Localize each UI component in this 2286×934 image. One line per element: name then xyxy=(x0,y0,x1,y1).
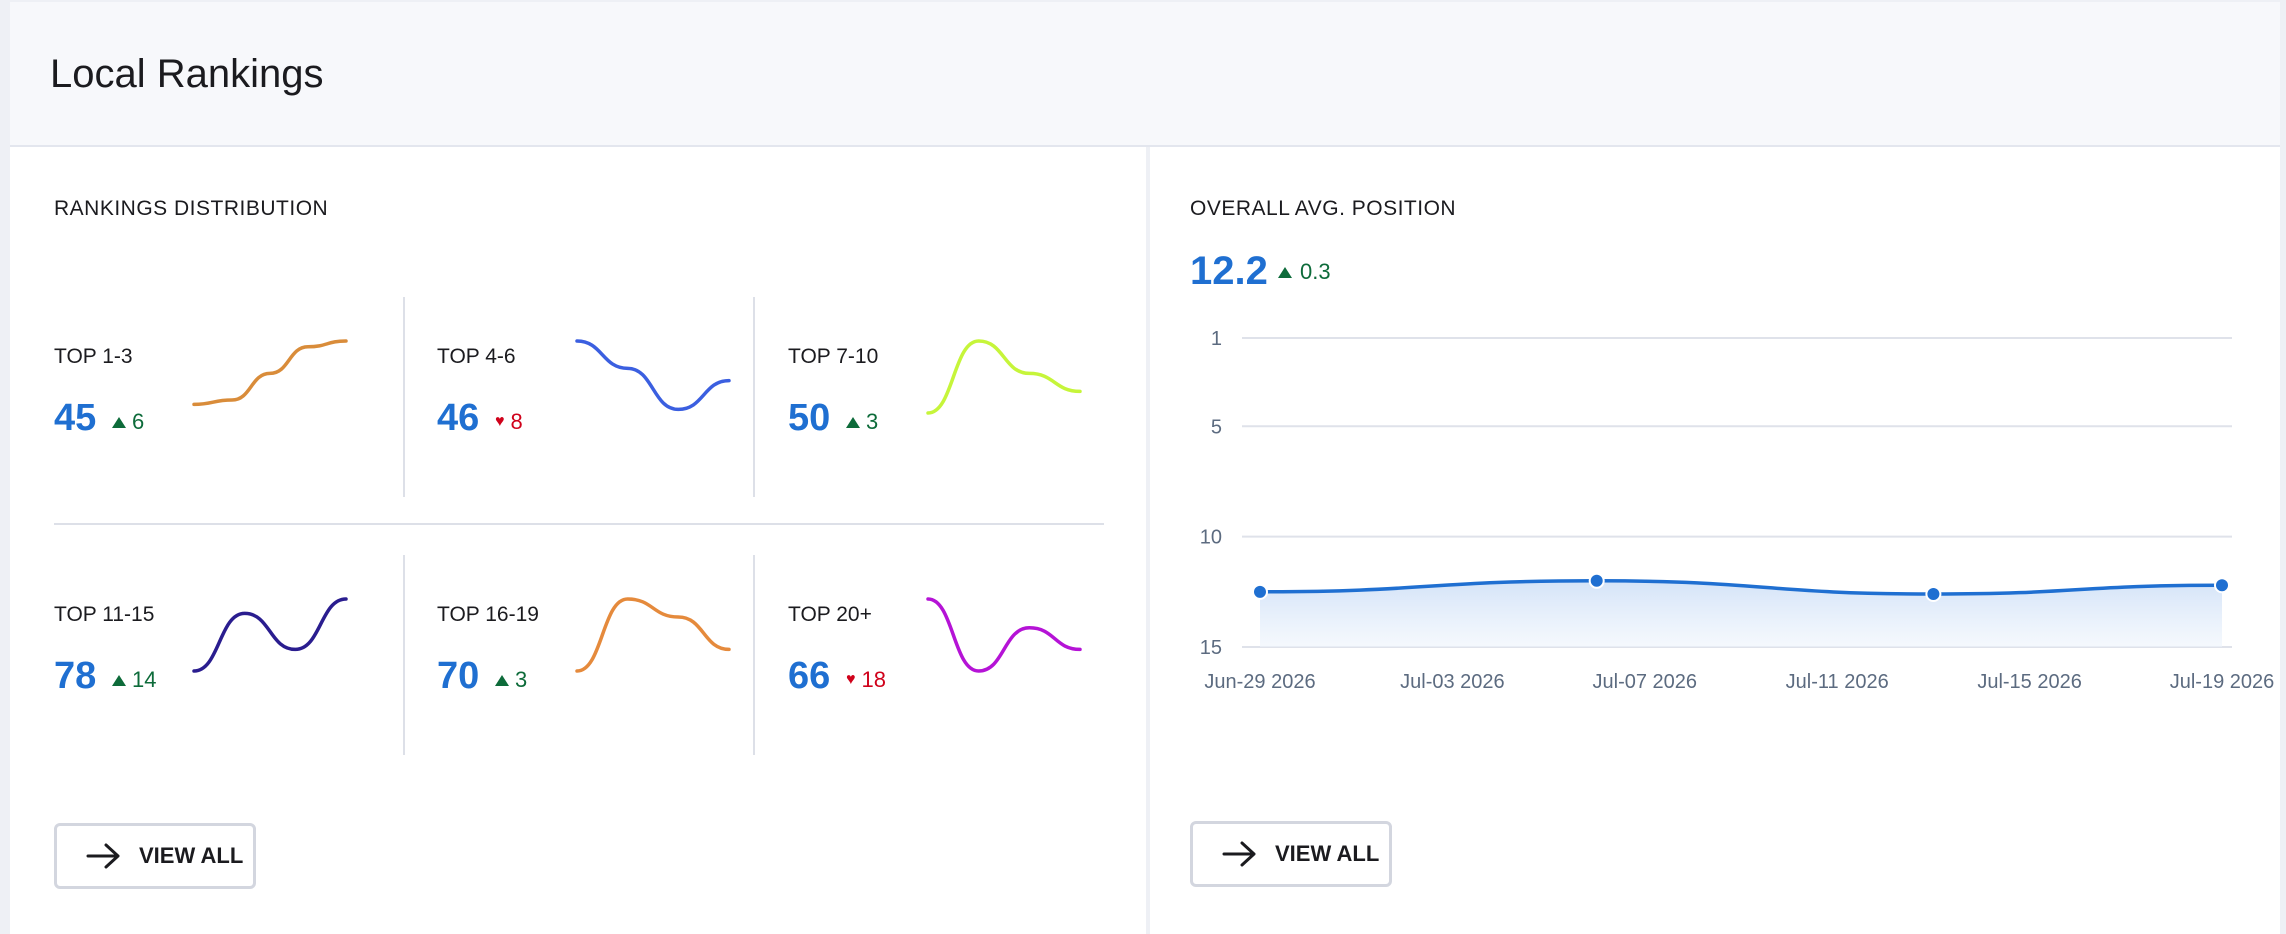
view-all-label: VIEW ALL xyxy=(1275,841,1380,866)
sparkline-path xyxy=(926,339,1082,415)
x-tick-label: Jul-03 2026 xyxy=(1400,671,1505,693)
trend-sparkline xyxy=(575,339,731,412)
x-tick-label: Jul-15 2026 xyxy=(1977,671,2082,693)
trend-sparkline xyxy=(192,339,348,407)
bucket-delta-value: 6 xyxy=(132,409,145,434)
trend-sparkline xyxy=(575,597,731,673)
trend-down-icon: ♥ xyxy=(495,413,505,430)
y-tick-label: 15 xyxy=(1200,637,1222,659)
bucket-value: 45 xyxy=(54,397,97,439)
trend-up-icon xyxy=(112,416,126,428)
avg-position-value: 12.2 xyxy=(1190,249,1268,293)
panel-title: OVERALL AVG. POSITION xyxy=(1190,197,1457,220)
bucket-delta: 6 xyxy=(112,409,144,435)
sparkline-path xyxy=(192,597,348,673)
x-tick-label: Jul-07 2026 xyxy=(1593,671,1698,693)
panel-title: RANKINGS DISTRIBUTION xyxy=(54,197,329,220)
avg-position-delta-value: 0.3 xyxy=(1300,259,1331,284)
y-tick-label: 5 xyxy=(1211,416,1222,438)
page-title: Local Rankings xyxy=(50,52,324,96)
bucket-label: TOP 1-3 xyxy=(54,345,133,368)
series-area xyxy=(1260,580,2222,647)
trend-up-icon xyxy=(846,416,860,428)
bucket-delta: 3 xyxy=(495,667,527,693)
bucket-value: 66 xyxy=(788,655,831,697)
trend-sparkline xyxy=(926,597,1082,673)
data-point[interactable] xyxy=(1925,586,1942,603)
ranking-bucket: TOP 11-15 78 14 xyxy=(54,595,374,795)
data-point[interactable] xyxy=(1588,572,1605,589)
ranking-bucket: TOP 20+ 66 ♥ 18 xyxy=(788,595,1108,795)
bucket-value: 70 xyxy=(437,655,480,697)
avg-position-delta: 0.3 xyxy=(1278,259,1331,285)
x-tick-label: Jul-19 2026 xyxy=(2170,671,2275,693)
trend-up-icon xyxy=(112,674,126,686)
series-line xyxy=(1259,579,2223,596)
ranking-bucket: TOP 4-6 46 ♥ 8 xyxy=(437,337,757,537)
bucket-label: TOP 4-6 xyxy=(437,345,516,368)
bucket-delta-value: 14 xyxy=(132,667,157,692)
divider xyxy=(753,297,755,497)
view-all-label: VIEW ALL xyxy=(139,843,244,868)
x-tick-label: Jul-11 2026 xyxy=(1786,671,1889,693)
divider xyxy=(54,523,1104,525)
view-all-rankings-button[interactable]: VIEW ALL xyxy=(54,823,256,889)
sparkline-path xyxy=(575,597,731,673)
y-tick-label: 1 xyxy=(1211,328,1222,350)
ranking-bucket: TOP 7-10 50 3 xyxy=(788,337,1108,537)
bucket-label: TOP 11-15 xyxy=(54,603,155,626)
data-point[interactable] xyxy=(1252,583,1268,600)
x-tick-label: Jun-29 2026 xyxy=(1204,671,1315,693)
bucket-label: TOP 16-19 xyxy=(437,603,539,626)
bucket-value: 50 xyxy=(788,397,831,439)
page-header: Local Rankings xyxy=(10,2,2280,147)
bucket-value: 78 xyxy=(54,655,97,697)
trend-sparkline xyxy=(926,339,1082,415)
bucket-delta: ♥ 18 xyxy=(846,667,886,693)
bucket-delta-value: 18 xyxy=(861,667,886,692)
bucket-label: TOP 7-10 xyxy=(788,345,879,368)
arrow-right-icon xyxy=(86,843,120,869)
divider xyxy=(403,297,405,497)
ranking-bucket: TOP 16-19 70 3 xyxy=(437,595,757,795)
bucket-delta: 14 xyxy=(112,667,156,693)
bucket-value: 46 xyxy=(437,397,480,439)
y-tick-label: 10 xyxy=(1200,527,1222,549)
arrow-right-icon xyxy=(1222,841,1256,867)
sparkline-path xyxy=(575,339,731,412)
bucket-delta: ♥ 8 xyxy=(495,409,523,435)
bucket-label: TOP 20+ xyxy=(788,603,872,626)
trend-up-icon xyxy=(495,674,509,686)
bucket-delta-value: 3 xyxy=(515,667,528,692)
bucket-delta: 3 xyxy=(846,409,878,435)
bucket-delta-value: 3 xyxy=(866,409,879,434)
sparkline-path xyxy=(926,597,1082,673)
trend-up-icon xyxy=(1278,266,1292,278)
trend-sparkline xyxy=(192,597,348,673)
divider xyxy=(753,555,755,755)
trend-down-icon: ♥ xyxy=(846,671,856,688)
bucket-delta-value: 8 xyxy=(510,409,523,434)
ranking-bucket: TOP 1-3 45 6 xyxy=(54,337,374,537)
view-all-position-button[interactable]: VIEW ALL xyxy=(1190,821,1392,887)
divider xyxy=(403,555,405,755)
data-point[interactable] xyxy=(2214,577,2230,594)
sparkline-path xyxy=(192,339,348,407)
avg-position-panel: OVERALL AVG. POSITION 12.2 0.3 1 5 10 15 Jun… xyxy=(1150,147,2280,934)
rankings-distribution-panel: RANKINGS DISTRIBUTION TOP 1-3 45 6 TOP 4-6 4… xyxy=(10,147,1146,934)
